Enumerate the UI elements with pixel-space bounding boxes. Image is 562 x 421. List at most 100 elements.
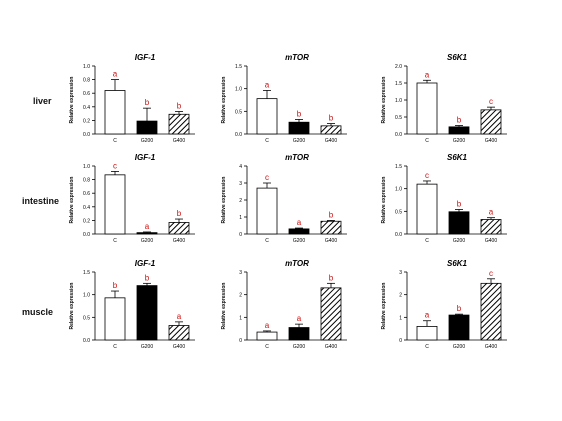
y-tick-label: 0.0 — [83, 338, 90, 344]
x-tick-label: G400 — [485, 238, 497, 244]
x-tick-label: G400 — [173, 238, 185, 244]
significance-letter: a — [265, 321, 270, 330]
bar-g400 — [320, 287, 342, 341]
bar-g400 — [480, 282, 502, 341]
y-tick-label: 0 — [239, 338, 242, 344]
y-tick-label: 0.0 — [83, 232, 90, 238]
chart-panel-liver-s6k1: S6K1 0.0 0.5 1.0 1.5 2.0 Relative expression a C… — [381, 53, 507, 144]
x-tick-label: C — [113, 344, 117, 350]
y-tick-label: 0.0 — [395, 232, 402, 238]
row-label-liver: liver — [33, 96, 52, 106]
y-tick-label: 2.0 — [395, 64, 402, 70]
x-tick-label: G200 — [453, 344, 465, 350]
x-tick-label: G400 — [173, 344, 185, 350]
y-tick-label: 1.5 — [83, 270, 90, 276]
chart-panel-muscle-s6k1: S6K1 0 1 2 3 Relative expression a Cb G200 c G400 — [381, 259, 507, 350]
x-tick-label: G200 — [141, 138, 153, 144]
chart-title: mTOR — [285, 259, 309, 268]
chart-panel-intestine-igf-1: IGF-1 0.0 0.2 0.4 0.6 0.8 1.0 Relative expressi… — [69, 153, 195, 244]
y-tick-label: 0.5 — [235, 109, 242, 115]
bar-c — [256, 331, 278, 341]
significance-letter: a — [113, 70, 118, 79]
x-tick-label: C — [265, 238, 269, 244]
significance-letter: a — [297, 218, 302, 227]
y-tick-label: 2 — [239, 293, 242, 299]
significance-letter: b — [457, 200, 462, 209]
significance-letter: a — [425, 70, 430, 79]
y-tick-label: 1.0 — [395, 187, 402, 193]
significance-letter: c — [265, 173, 269, 182]
y-tick-label: 0.2 — [83, 118, 90, 124]
significance-letter: b — [457, 304, 462, 313]
x-tick-label: C — [425, 344, 429, 350]
bar-c — [416, 325, 438, 341]
y-axis-label: Relative expression — [221, 77, 227, 124]
bar-c — [256, 98, 278, 135]
x-tick-label: G400 — [325, 138, 337, 144]
y-axis-label: Relative expression — [381, 283, 387, 330]
y-tick-label: 3 — [239, 181, 242, 187]
x-tick-label: G200 — [141, 238, 153, 244]
y-tick-label: 0.5 — [83, 315, 90, 321]
bar-g400 — [480, 109, 502, 135]
y-tick-label: 1 — [239, 315, 242, 321]
significance-letter: b — [329, 273, 334, 282]
y-tick-label: 3 — [239, 270, 242, 276]
y-tick-label: 2 — [399, 293, 402, 299]
chart-panel-liver-igf-1: IGF-1 0.0 0.2 0.4 0.6 0.8 1.0 Relative expressi… — [69, 53, 195, 144]
y-axis-label: Relative expression — [69, 77, 75, 124]
chart-title: IGF-1 — [135, 53, 156, 62]
significance-letter: b — [457, 116, 462, 125]
y-axis-label: Relative expression — [69, 177, 75, 224]
significance-letter: a — [489, 208, 494, 217]
x-tick-label: G200 — [293, 238, 305, 244]
bar-c — [104, 174, 126, 235]
bar-g200 — [448, 211, 470, 235]
y-axis-label: Relative expression — [381, 77, 387, 124]
significance-letter: b — [177, 102, 182, 111]
y-tick-label: 1.0 — [83, 64, 90, 70]
chart-panel-muscle-mtor: mTOR 0 1 2 3 Relative expression a Ca G200 b G400 — [221, 259, 347, 350]
bar-g200 — [288, 327, 310, 341]
bar-c — [104, 90, 126, 135]
significance-letter: b — [113, 281, 118, 290]
y-tick-label: 0.4 — [83, 105, 90, 111]
x-tick-label: G400 — [325, 344, 337, 350]
y-tick-label: 0.2 — [83, 218, 90, 224]
y-axis-label: Relative expression — [69, 283, 75, 330]
y-tick-label: 0.5 — [395, 209, 402, 215]
bar-g200 — [448, 126, 470, 135]
significance-letter: b — [329, 210, 334, 219]
x-tick-label: C — [113, 138, 117, 144]
y-tick-label: 1.5 — [395, 164, 402, 170]
y-tick-label: 0 — [239, 232, 242, 238]
chart-title: mTOR — [285, 53, 309, 62]
significance-letter: c — [425, 171, 429, 180]
y-axis-label: Relative expression — [381, 177, 387, 224]
chart-panel-muscle-igf-1: IGF-1 0.0 0.5 1.0 1.5 Relative expression b Cb G… — [69, 259, 195, 350]
y-tick-label: 1.0 — [83, 293, 90, 299]
significance-letter: b — [329, 114, 334, 123]
y-tick-label: 0 — [399, 338, 402, 344]
chart-panel-liver-mtor: mTOR 0.0 0.5 1.0 1.5 Relative expression a Cb G2… — [221, 53, 347, 144]
x-tick-label: G200 — [293, 344, 305, 350]
x-tick-label: G200 — [293, 138, 305, 144]
chart-title: S6K1 — [447, 153, 468, 162]
y-tick-label: 0.0 — [395, 132, 402, 138]
x-tick-label: C — [265, 138, 269, 144]
row-label-muscle: muscle — [22, 307, 54, 317]
y-tick-label: 0.6 — [83, 91, 90, 97]
y-axis-label: Relative expression — [221, 283, 227, 330]
bar-g200 — [136, 232, 158, 235]
x-tick-label: G400 — [173, 138, 185, 144]
significance-letter: a — [145, 222, 150, 231]
x-tick-label: G200 — [141, 344, 153, 350]
x-tick-label: G400 — [485, 344, 497, 350]
bar-g400 — [320, 220, 342, 235]
bar-g200 — [136, 285, 158, 341]
chart-title: S6K1 — [447, 259, 468, 268]
x-tick-label: C — [265, 344, 269, 350]
bar-g200 — [288, 121, 310, 135]
y-tick-label: 0.6 — [83, 191, 90, 197]
bar-g200 — [448, 314, 470, 341]
